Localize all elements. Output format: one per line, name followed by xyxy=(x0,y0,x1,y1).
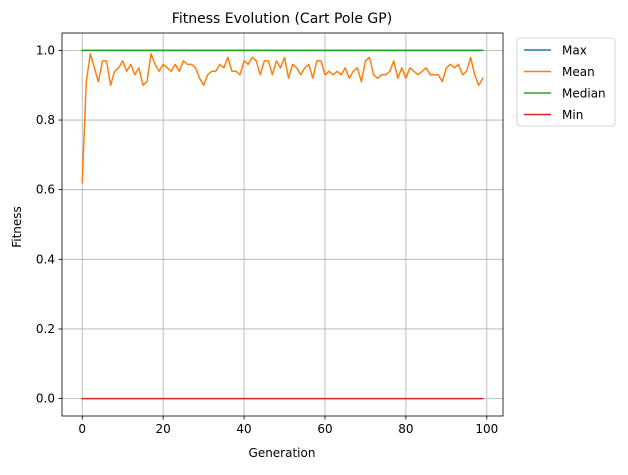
series-line-mean xyxy=(81,53,484,184)
x-tick-label: 100 xyxy=(475,422,498,436)
x-tick-label: 40 xyxy=(236,422,251,436)
x-tick-label: 80 xyxy=(398,422,413,436)
legend-box xyxy=(516,37,616,127)
legend-label: Max xyxy=(562,44,587,58)
legend-label: Mean xyxy=(562,65,595,79)
x-tick-label: 0 xyxy=(78,422,86,436)
legend: Max Mean Median Min xyxy=(516,37,616,127)
series-lines xyxy=(81,49,484,400)
y-axis-label: Fitness xyxy=(10,206,24,248)
y-tick-label: 0.6 xyxy=(36,183,55,197)
grid xyxy=(62,33,503,416)
y-tick-label: 1.0 xyxy=(36,43,55,57)
y-tick-label: 0.8 xyxy=(36,113,55,127)
legend-label: Median xyxy=(562,87,606,101)
x-axis-label: Generation xyxy=(249,446,316,460)
chart-title: Fitness Evolution (Cart Pole GP) xyxy=(172,11,392,27)
plot-area-frame xyxy=(61,32,504,417)
legend-label: Min xyxy=(562,108,583,122)
y-tick-label: 0.0 xyxy=(36,392,55,406)
x-tick-label: 20 xyxy=(156,422,171,436)
y-tick-label: 0.2 xyxy=(36,322,55,336)
y-tick-label: 0.4 xyxy=(36,252,55,266)
axis-ticks: 0 20 40 60 80 100 0.0 0.2 0.4 0.6 0.8 1.0 xyxy=(36,43,498,436)
x-tick-label: 60 xyxy=(317,422,332,436)
